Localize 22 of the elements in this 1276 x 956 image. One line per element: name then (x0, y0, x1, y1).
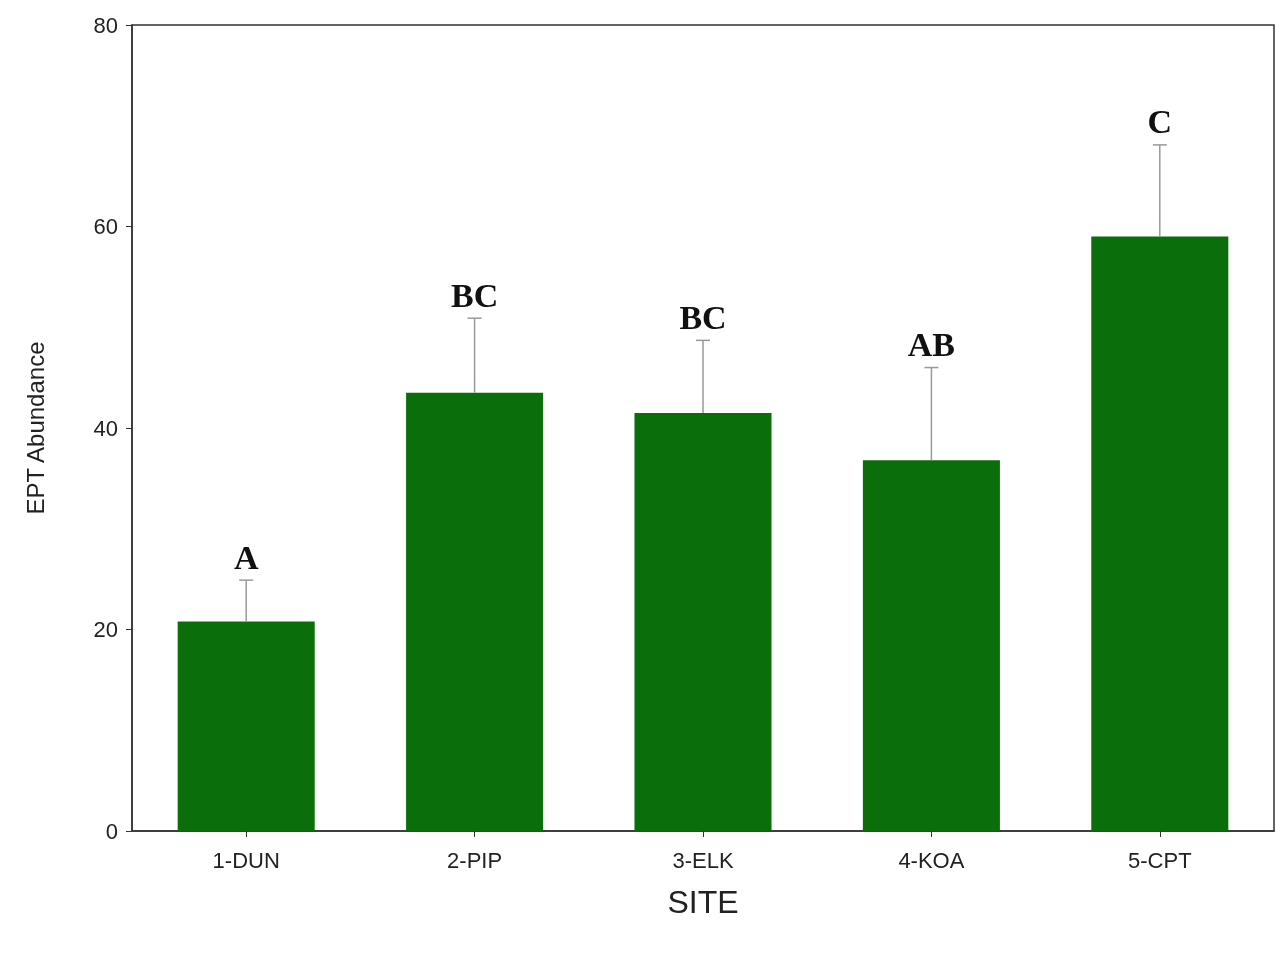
bar (406, 392, 544, 831)
x-tick-label: 4-KOA (898, 847, 965, 873)
annotation: C (1147, 103, 1173, 141)
y-axis-title: EPT Abundance (21, 341, 49, 515)
bar (862, 460, 1000, 831)
x-tick-label: 1-DUN (212, 847, 280, 873)
y-tick-label: 0 (105, 818, 118, 844)
annotation: AB (907, 326, 956, 364)
y-tick-label: 20 (93, 617, 118, 642)
x-tick-label: 2-PIP (447, 847, 503, 873)
bar (1091, 236, 1229, 831)
y-tick-label: 40 (93, 415, 118, 441)
annotation: BC (450, 276, 499, 314)
annotation: BC (679, 298, 727, 336)
x-axis-title: SITE (667, 884, 739, 920)
x-tick-label: 3-ELK (672, 847, 734, 873)
annotation: A (233, 538, 259, 576)
y-tick-label: 60 (93, 214, 118, 239)
x-tick-label: 5-CPT (1128, 847, 1192, 873)
y-tick-label: 80 (93, 12, 118, 38)
bar (177, 621, 315, 831)
bar (634, 412, 772, 831)
